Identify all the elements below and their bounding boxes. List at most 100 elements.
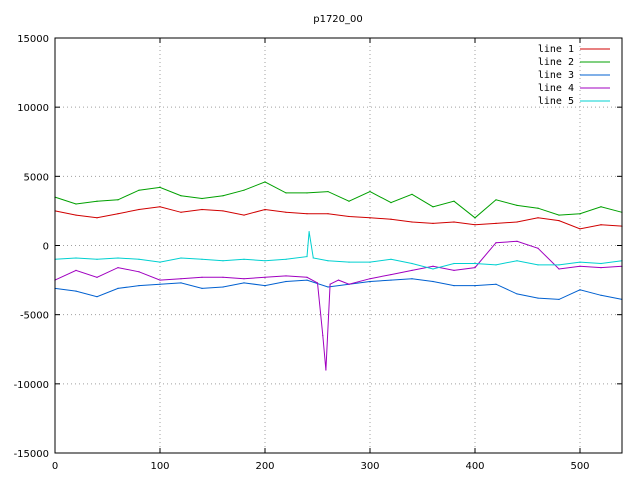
series-4-point bbox=[243, 278, 245, 280]
x-tick-label: 300 bbox=[360, 461, 379, 472]
series-5-point bbox=[308, 231, 310, 233]
series-5-point bbox=[75, 257, 77, 259]
series-4-point bbox=[96, 276, 98, 278]
y-tick-label: -15000 bbox=[14, 449, 49, 460]
legend-label: line 3 bbox=[538, 70, 574, 81]
series-3-point bbox=[537, 297, 539, 299]
series-3-point bbox=[390, 279, 392, 281]
series-3-point bbox=[558, 298, 560, 301]
series-4-point bbox=[201, 276, 203, 278]
series-3-point bbox=[600, 294, 602, 296]
series-5-point bbox=[159, 261, 161, 263]
series-4-point bbox=[369, 278, 371, 280]
series-3-point bbox=[243, 282, 245, 284]
series-1-point bbox=[369, 217, 371, 219]
series-4-point bbox=[117, 267, 119, 269]
series-line-2 bbox=[54, 181, 623, 219]
legend: line 1 line 2 line 3 line 4 line 5 bbox=[538, 44, 610, 107]
series-4-point bbox=[222, 276, 224, 278]
series-4-point bbox=[138, 271, 140, 273]
series-2-point bbox=[579, 213, 581, 215]
series-3-point bbox=[264, 285, 266, 287]
series-3-point bbox=[96, 296, 98, 298]
series-4-point bbox=[348, 283, 350, 285]
series-3-point bbox=[138, 285, 140, 287]
series-1-point bbox=[453, 221, 455, 223]
series-4-point bbox=[316, 282, 319, 284]
series-4-point bbox=[75, 269, 77, 271]
series-3-point bbox=[579, 289, 581, 291]
series-2-point bbox=[369, 190, 371, 193]
series-1-point bbox=[474, 224, 476, 226]
series-4-point bbox=[306, 276, 308, 278]
legend-label: line 5 bbox=[538, 96, 574, 107]
x-tick-label: 200 bbox=[255, 461, 274, 472]
series-5-point bbox=[516, 260, 518, 262]
series-2-point bbox=[96, 200, 98, 202]
series-1-point bbox=[432, 222, 434, 224]
series-2-point bbox=[222, 195, 224, 197]
series-5-point bbox=[201, 258, 203, 260]
series-1-point bbox=[96, 217, 98, 219]
series-3-point bbox=[159, 283, 161, 285]
series-2-point bbox=[348, 200, 350, 202]
series-group bbox=[54, 181, 623, 371]
series-3-point bbox=[117, 287, 119, 289]
series-5-point bbox=[558, 264, 560, 266]
series-4-point bbox=[474, 267, 476, 269]
series-3-point bbox=[369, 280, 371, 283]
series-line-1 bbox=[54, 206, 623, 230]
series-3-point bbox=[285, 280, 287, 283]
axes: 0 100 200 300 400 500 -15000 -10000 -5000 0 5000 10… bbox=[14, 34, 622, 472]
legend-label: line 2 bbox=[538, 57, 574, 68]
series-2-point bbox=[474, 217, 476, 219]
series-4-point bbox=[264, 276, 266, 278]
series-1-point bbox=[411, 221, 413, 223]
series-3-point bbox=[180, 282, 182, 284]
series-5-point bbox=[453, 262, 455, 265]
series-5-point bbox=[306, 255, 308, 258]
y-tick-label: -5000 bbox=[20, 311, 49, 322]
x-tick-label: 100 bbox=[150, 461, 169, 472]
series-5-point bbox=[96, 258, 98, 260]
series-3-point bbox=[306, 279, 308, 281]
series-1-point bbox=[516, 221, 518, 223]
series-1-point bbox=[243, 214, 245, 216]
series-3-point bbox=[453, 285, 455, 287]
series-3-point bbox=[495, 283, 497, 285]
series-1-point bbox=[285, 211, 287, 213]
series-2-point bbox=[516, 204, 518, 206]
series-5-point bbox=[432, 268, 434, 270]
series-1-point bbox=[264, 208, 266, 211]
series-2-point bbox=[75, 203, 77, 205]
series-4-point bbox=[159, 279, 161, 281]
series-4-point bbox=[495, 242, 497, 244]
x-tick-label: 0 bbox=[52, 461, 58, 472]
series-5-point bbox=[285, 258, 287, 260]
y-tick-label: 10000 bbox=[17, 103, 49, 114]
y-tick-label: 15000 bbox=[17, 34, 49, 45]
series-3-point bbox=[75, 290, 77, 292]
series-3-point bbox=[222, 286, 224, 288]
series-1-point bbox=[558, 220, 560, 222]
y-tick-label: 5000 bbox=[24, 172, 49, 183]
series-2-point bbox=[558, 214, 560, 216]
series-4-point bbox=[432, 265, 434, 267]
series-1-point bbox=[495, 222, 497, 224]
series-3-point bbox=[201, 287, 203, 289]
series-3-point bbox=[327, 286, 329, 288]
y-tick-label: 0 bbox=[43, 242, 49, 253]
series-2-point bbox=[453, 200, 455, 202]
series-4-point bbox=[180, 278, 182, 280]
series-2-point bbox=[537, 207, 539, 209]
series-4-point bbox=[537, 247, 539, 249]
series-2-point bbox=[327, 190, 329, 193]
series-2-point bbox=[390, 202, 392, 204]
x-tick-label: 500 bbox=[570, 461, 589, 472]
chart-title: p1720_00 bbox=[313, 14, 363, 25]
series-2-point bbox=[495, 199, 497, 201]
series-2-point bbox=[243, 189, 245, 191]
series-1-point bbox=[600, 224, 602, 226]
series-1-point bbox=[579, 228, 581, 230]
